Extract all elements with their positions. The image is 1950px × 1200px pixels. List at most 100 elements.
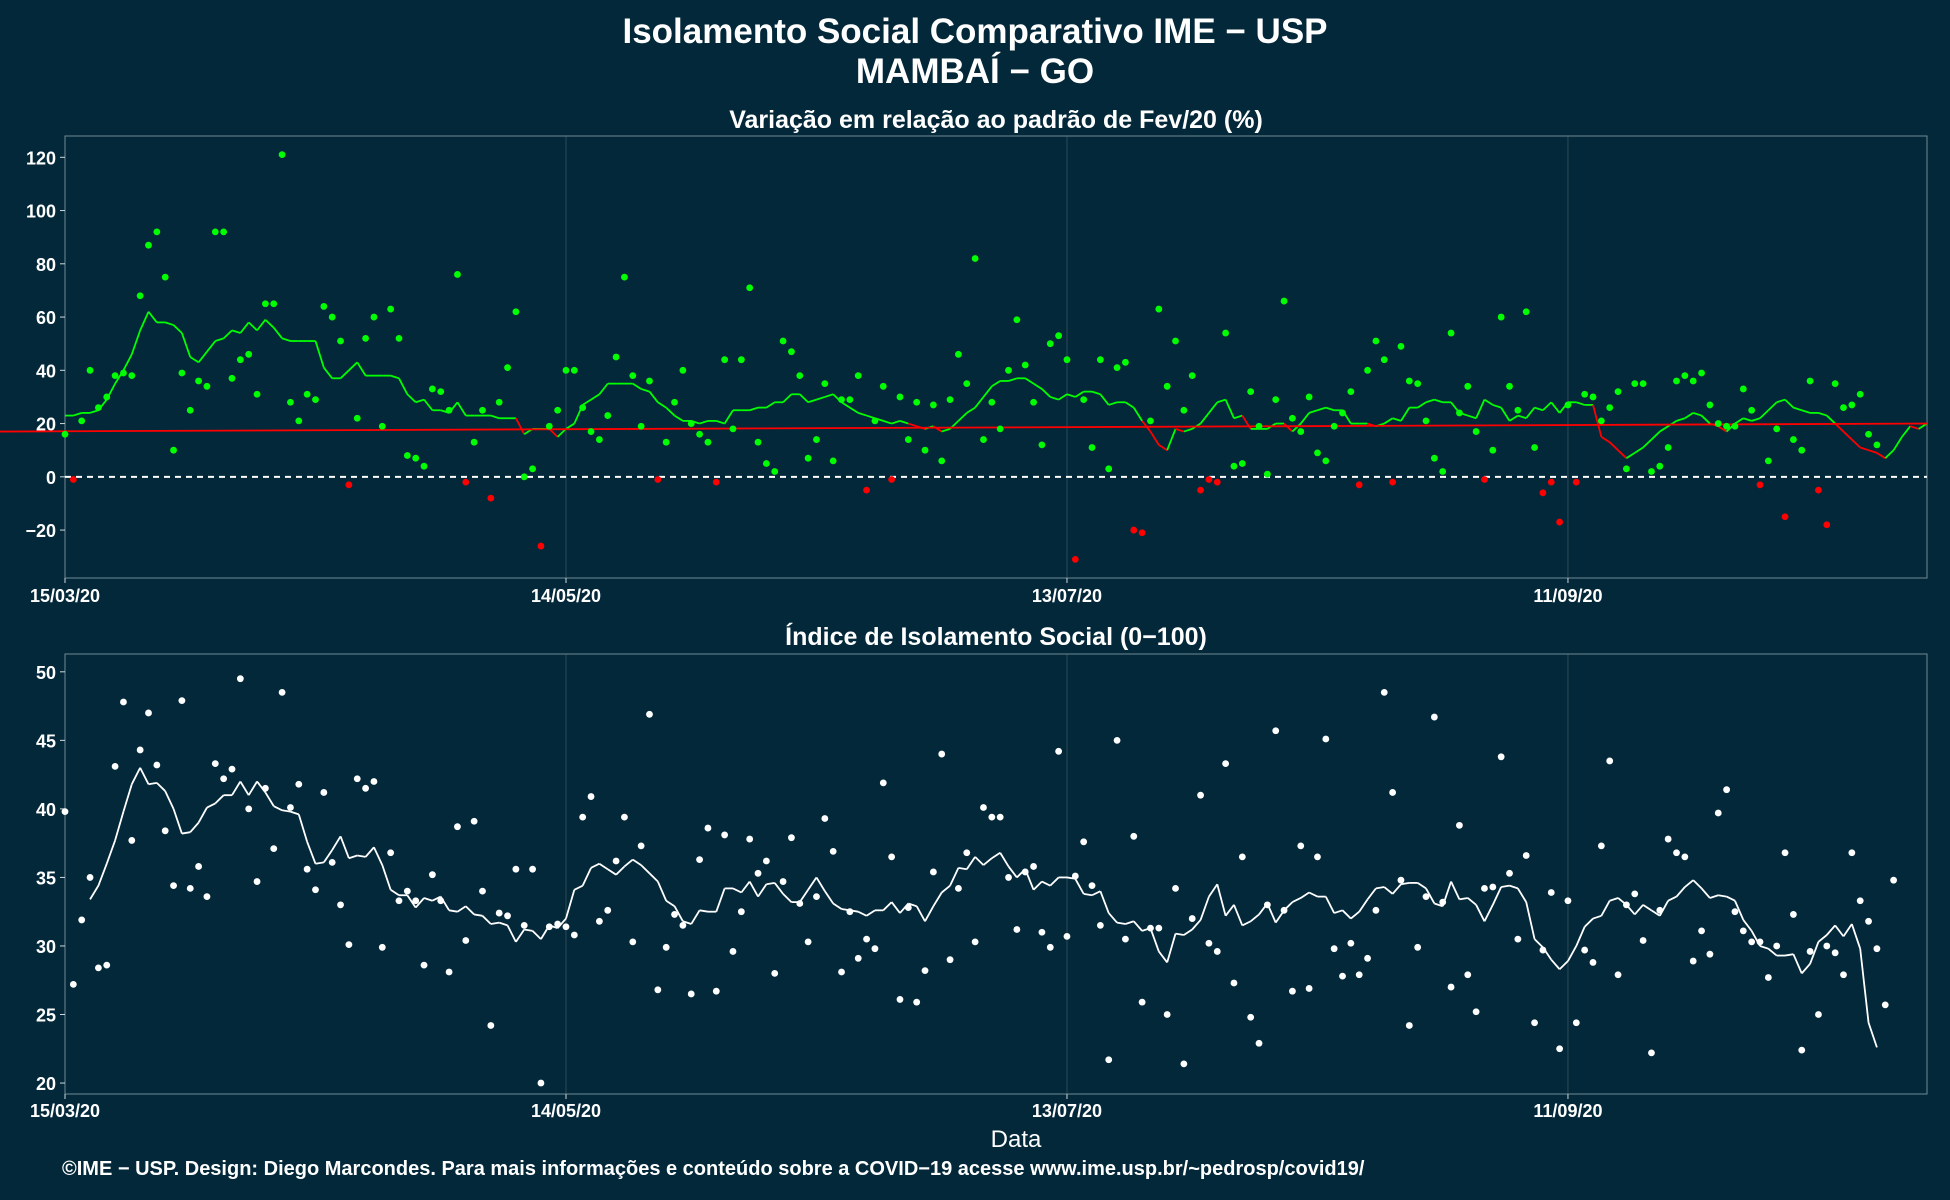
data-point	[1639, 380, 1647, 388]
moving-average-segment	[866, 909, 876, 917]
data-point	[637, 842, 645, 850]
data-point	[270, 300, 278, 308]
data-point	[1297, 428, 1305, 435]
data-point	[261, 300, 269, 308]
data-point	[337, 337, 344, 345]
data-point	[963, 849, 971, 857]
data-point	[1681, 372, 1689, 380]
moving-average-segment	[1183, 428, 1193, 433]
data-point	[412, 897, 420, 905]
moving-average-segment	[598, 862, 609, 870]
moving-average-segment	[1483, 904, 1494, 922]
moving-average-segment	[1425, 887, 1436, 904]
moving-average-segment	[598, 383, 609, 395]
data-point	[1013, 316, 1021, 324]
data-point	[1130, 832, 1138, 840]
moving-average-segment	[97, 863, 108, 886]
moving-average-segment	[1074, 878, 1085, 895]
moving-average-segment	[130, 330, 141, 355]
y-tick-label: 20	[36, 1074, 56, 1094]
moving-average-segment	[147, 311, 158, 323]
moving-average-segment	[431, 895, 442, 902]
moving-average-segment	[1199, 412, 1210, 425]
data-point	[437, 897, 445, 905]
moving-average-segment	[1517, 887, 1527, 903]
data-point	[170, 882, 177, 890]
data-point	[1197, 486, 1204, 494]
data-point	[1096, 356, 1104, 364]
data-point	[1689, 377, 1697, 385]
data-point	[320, 789, 328, 796]
moving-average-segment	[673, 905, 684, 922]
data-point	[1372, 906, 1380, 914]
data-point	[454, 271, 461, 278]
x-tick-label: 14/05/20	[531, 1101, 601, 1121]
moving-average-segment	[264, 791, 275, 807]
data-point	[1865, 917, 1872, 925]
moving-average-segment	[832, 902, 843, 910]
moving-average-segment	[807, 876, 818, 891]
moving-average-segment	[1859, 948, 1870, 1023]
chart-title: Isolamento Social Comparativo IME − USP	[622, 12, 1328, 51]
moving-average-segment	[1910, 425, 1919, 430]
data-point	[863, 486, 870, 494]
data-point	[1497, 313, 1505, 321]
data-point	[1606, 404, 1614, 411]
data-point	[1122, 935, 1129, 943]
data-point	[1531, 1019, 1538, 1027]
moving-average-segment	[640, 864, 651, 874]
moving-average-segment	[966, 406, 976, 414]
data-point	[679, 922, 687, 929]
data-point	[1322, 457, 1330, 465]
data-point	[1539, 489, 1547, 497]
moving-average-segment	[239, 321, 250, 334]
moving-average-segment	[1166, 428, 1177, 451]
data-point	[804, 454, 812, 462]
data-point	[1748, 938, 1756, 946]
moving-average-segment	[1834, 422, 1845, 433]
moving-average-segment	[1158, 950, 1168, 963]
moving-average-segment	[281, 809, 291, 813]
data-point	[1890, 876, 1898, 884]
moving-average-segment	[1584, 917, 1594, 928]
data-point	[1597, 417, 1605, 425]
data-point	[345, 481, 353, 489]
moving-average-segment	[1759, 945, 1769, 950]
moving-average-segment	[315, 861, 324, 865]
data-point	[479, 887, 486, 895]
moving-average-segment	[1391, 883, 1402, 895]
data-point	[863, 935, 870, 943]
data-point	[1088, 444, 1096, 451]
moving-average-segment	[1208, 883, 1219, 898]
moving-average-segment	[1617, 449, 1628, 459]
moving-average-segment	[130, 767, 141, 785]
moving-average-segment	[816, 396, 826, 401]
data-point	[838, 968, 845, 976]
moving-average-segment	[481, 915, 492, 925]
data-point	[312, 396, 319, 404]
data-point	[929, 401, 937, 409]
data-point	[671, 911, 678, 918]
moving-average-segment	[465, 905, 475, 916]
data-point	[69, 980, 77, 988]
data-point	[328, 313, 336, 321]
moving-average-segment	[1366, 887, 1377, 900]
data-point	[1681, 853, 1689, 861]
data-point	[1130, 526, 1138, 534]
data-point	[1589, 959, 1597, 966]
moving-average-segment	[1208, 401, 1218, 414]
moving-average-segment	[0, 422, 1928, 433]
data-point	[220, 228, 228, 236]
data-point	[1088, 882, 1096, 890]
moving-average-segment	[908, 422, 917, 428]
moving-average-segment	[1333, 909, 1343, 914]
moving-average-segment	[1550, 401, 1561, 414]
data-point	[328, 858, 336, 866]
moving-average-segment	[1834, 924, 1845, 937]
moving-average-segment	[749, 406, 759, 412]
moving-average-segment	[515, 929, 525, 943]
data-point	[754, 869, 762, 877]
moving-average-segment	[1325, 406, 1335, 412]
moving-average-segment	[214, 794, 225, 805]
moving-average-segment	[1542, 401, 1552, 411]
